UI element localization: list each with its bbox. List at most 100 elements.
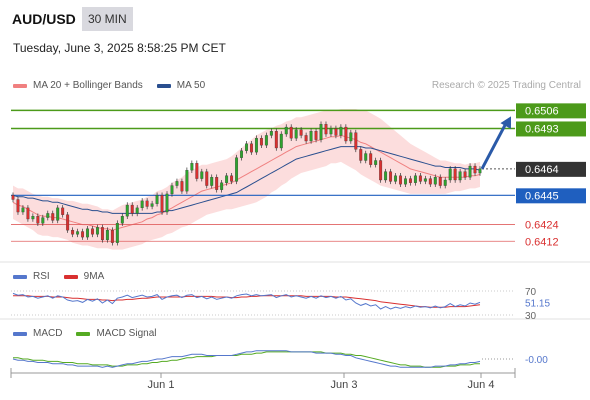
timeframe-badge[interactable]: 30 MIN <box>82 7 133 31</box>
candle <box>269 131 273 136</box>
candle <box>279 133 283 149</box>
candle <box>100 227 104 241</box>
ma20-line <box>12 134 481 231</box>
price-legend: MA 20 + Bollinger Bands MA 50 <box>13 80 219 91</box>
candle <box>31 216 35 220</box>
x-tick-label-1: Jun 3 <box>331 379 358 391</box>
candle <box>26 207 30 220</box>
current-price-label: 0.6464 <box>525 164 559 176</box>
candle <box>334 128 338 136</box>
candle <box>478 168 482 174</box>
candle <box>115 223 119 243</box>
candle <box>374 160 378 165</box>
candle <box>240 150 243 158</box>
candle <box>105 229 109 241</box>
candle <box>170 185 174 195</box>
candle <box>190 163 194 171</box>
legend-item-macd-signal: MACD Signal <box>76 328 156 339</box>
candle <box>215 177 219 190</box>
symbol-title: AUD/USD <box>12 11 76 27</box>
legend-swatch-rsi <box>13 274 27 279</box>
datetime-label: Tuesday, June 3, 2025 8:58:25 PM CET <box>13 41 226 55</box>
candle <box>448 168 452 181</box>
forecast-arrow-shaft <box>480 120 509 170</box>
candle <box>225 175 229 183</box>
candle <box>205 171 209 186</box>
candle <box>160 195 164 213</box>
candle <box>458 171 462 181</box>
legend-swatch-rsi-ma <box>63 274 78 279</box>
candle <box>404 178 407 185</box>
ma50-line <box>12 146 481 214</box>
candle <box>418 175 422 182</box>
candle <box>473 165 477 174</box>
candle <box>354 132 358 150</box>
candle <box>254 138 258 153</box>
candle <box>289 126 293 139</box>
candle <box>394 175 397 182</box>
candles-group <box>11 121 482 246</box>
candle <box>185 170 189 192</box>
candle <box>71 229 75 235</box>
candle <box>235 157 239 182</box>
candle <box>309 131 313 142</box>
bollinger-band-area <box>13 109 480 250</box>
candle <box>463 171 467 178</box>
legend-label-rsi-ma: 9MA <box>83 271 105 282</box>
legend-swatch-ma50 <box>156 83 171 88</box>
candle <box>175 181 179 186</box>
macd-line <box>12 350 481 368</box>
support-label-3: 0.6445 <box>525 190 559 202</box>
candle <box>130 204 134 214</box>
candle <box>413 175 417 183</box>
candle <box>66 214 70 231</box>
candle <box>423 178 427 182</box>
macd-legend: MACD MACD Signal <box>13 328 170 339</box>
candle <box>438 177 442 186</box>
resistance-label-bg-1 <box>516 121 586 137</box>
candle <box>210 177 214 186</box>
candle <box>453 168 457 181</box>
candle <box>324 124 328 135</box>
candle <box>274 131 278 149</box>
rsi-level-label-0: 70 <box>525 287 537 298</box>
candle <box>329 128 333 135</box>
candle <box>36 216 40 224</box>
candle <box>428 178 432 185</box>
legend-item-rsi: RSI <box>13 271 50 282</box>
resistance-label-1: 0.6493 <box>525 123 559 135</box>
candle <box>379 160 383 181</box>
candle <box>16 199 20 213</box>
candle <box>120 216 124 224</box>
legend-item-ma20: MA 20 + Bollinger Bands <box>13 80 143 91</box>
credit-text: Research © 2025 Trading Central <box>431 80 581 91</box>
candle <box>150 203 154 207</box>
candle <box>314 131 318 140</box>
candle <box>200 171 204 179</box>
candle <box>21 207 25 213</box>
candle <box>51 213 55 221</box>
forecast-arrow-head <box>500 116 511 129</box>
legend-label-ma20: MA 20 + Bollinger Bands <box>33 80 143 91</box>
candle <box>433 177 437 185</box>
candle <box>140 200 144 209</box>
candle <box>230 175 234 182</box>
candle <box>369 153 373 165</box>
macd-signal-line <box>13 351 480 368</box>
candle <box>443 179 447 186</box>
candle <box>264 135 268 146</box>
candle <box>319 124 323 140</box>
candle <box>96 227 99 235</box>
current-price-label-bg <box>516 161 586 177</box>
legend-item-ma50: MA 50 <box>156 80 205 91</box>
candle <box>81 231 85 238</box>
candle <box>155 195 159 204</box>
candle <box>46 213 50 218</box>
rsi-line <box>12 292 481 310</box>
candle <box>165 193 169 213</box>
legend-item-macd: MACD <box>13 328 62 339</box>
candle <box>364 153 368 161</box>
pivot-label-5: 0.6412 <box>525 236 559 248</box>
candle <box>250 143 253 153</box>
